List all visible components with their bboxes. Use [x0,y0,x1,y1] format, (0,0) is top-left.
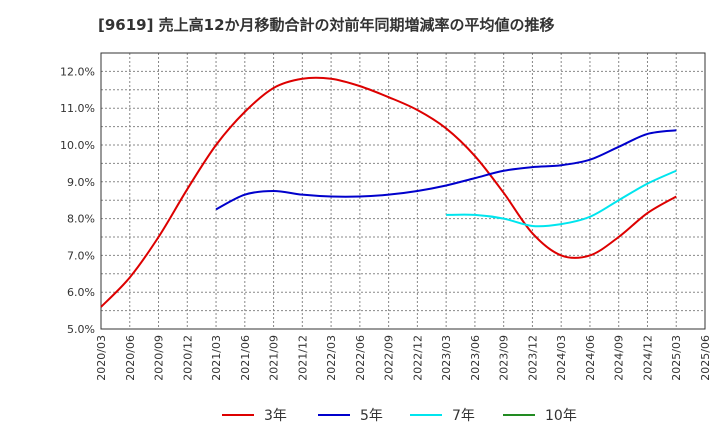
legend-label: 7年 [452,408,475,424]
x-tick-label: 2020/12 [181,335,194,381]
x-tick-label: 2023/09 [498,335,511,381]
x-tick-label: 2022/12 [411,335,424,381]
x-tick-label: 2024/03 [555,335,568,381]
x-tick-label: 2024/09 [613,335,626,381]
x-tick-label: 2025/03 [670,335,683,381]
x-tick-label: 2021/03 [210,335,223,381]
legend-label: 10年 [545,408,577,424]
x-tick-label: 2021/12 [296,335,309,381]
x-tick-label: 2023/03 [440,335,453,381]
series-line-2 [215,129,677,211]
x-tick-label: 2022/03 [325,335,338,381]
y-tick-label: 10.0% [60,139,95,152]
x-tick-label: 2020/06 [124,335,137,381]
series-line-1 [100,76,677,308]
y-tick-label: 12.0% [60,65,95,78]
x-tick-label: 2025/06 [699,335,712,381]
x-tick-label: 2022/06 [354,335,367,381]
x-tick-label: 2022/09 [383,335,396,381]
y-tick-label: 6.0% [67,286,95,299]
series-line-3 [446,169,677,228]
y-tick-label: 11.0% [60,102,95,115]
y-tick-label: 5.0% [67,323,95,336]
x-tick-label: 2023/06 [469,335,482,381]
plot-area [101,53,705,329]
x-tick-label: 2020/03 [95,335,108,381]
chart-title: [9619] 売上高12か月移動合計の対前年同期増減率の平均値の推移 [98,16,555,34]
x-tick-label: 2020/09 [153,335,166,381]
plot-frame [100,52,706,330]
x-tick-label: 2021/06 [239,335,252,381]
legend-label: 3年 [264,408,287,424]
y-tick-label: 8.0% [67,213,95,226]
y-tick-label: 9.0% [67,176,95,189]
legend-label: 5年 [360,408,383,424]
y-tick-label: 7.0% [67,249,95,262]
x-tick-label: 2023/12 [526,335,539,381]
x-tick-label: 2024/06 [584,335,597,381]
x-tick-label: 2021/09 [268,335,281,381]
x-tick-label: 2024/12 [641,335,654,381]
